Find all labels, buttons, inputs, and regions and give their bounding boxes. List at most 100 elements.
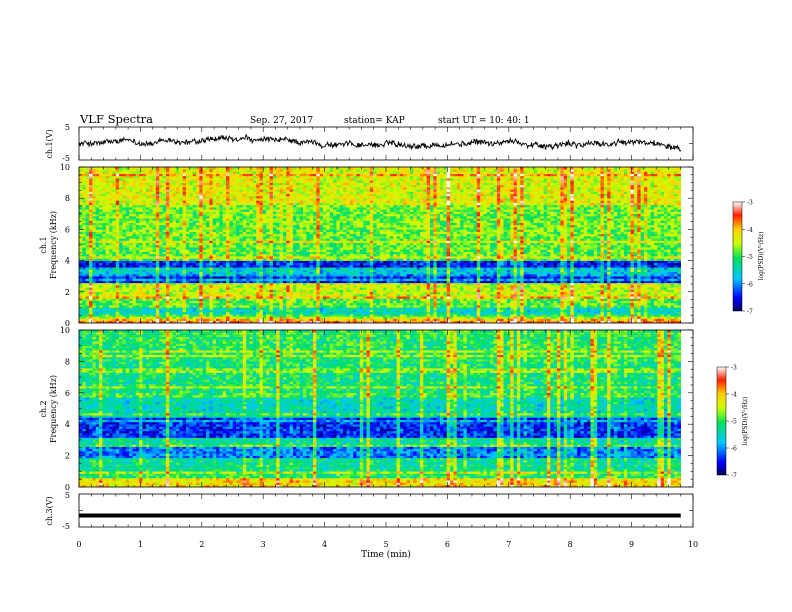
spectrogram-cell — [641, 307, 645, 309]
spectrogram-cell — [433, 314, 437, 316]
spectrogram-cell — [89, 303, 93, 305]
spectrogram-cell — [457, 294, 461, 296]
spectrogram-cell — [129, 276, 133, 278]
spectrogram-cell — [674, 281, 678, 283]
spectrogram-cell — [397, 316, 401, 318]
spectrogram-cell — [189, 305, 193, 307]
spectrogram-cell — [132, 290, 136, 292]
spectrogram-cell — [296, 278, 300, 280]
spectrogram-cell — [356, 310, 360, 312]
spectrogram-cell — [517, 312, 521, 314]
spectrogram-cell — [631, 287, 635, 289]
spectrogram-cell — [413, 303, 417, 305]
spectrogram-cell — [420, 287, 424, 289]
spectrogram-cell — [400, 298, 404, 300]
spectrogram-cell — [661, 292, 665, 294]
spectrogram-cell — [621, 307, 625, 309]
spectrogram-cell — [677, 265, 681, 267]
spectrogram-cell — [143, 281, 147, 283]
spectrogram-cell — [119, 285, 123, 287]
spectrogram-cell — [507, 285, 511, 287]
spectrogram-cell — [597, 274, 601, 276]
spectrogram-cell — [383, 285, 387, 287]
spectrogram-cell — [654, 312, 658, 314]
spectrogram-cell — [487, 298, 491, 300]
spectrogram-cell — [621, 305, 625, 307]
spectrogram-cell — [173, 307, 177, 309]
spectrogram-cell — [487, 267, 491, 269]
spectrogram-cell — [216, 278, 220, 280]
spectrogram-cell — [246, 303, 250, 305]
spectrogram-cell — [333, 272, 337, 274]
spectrogram-cell — [517, 298, 521, 300]
spectrogram-cell — [356, 276, 360, 278]
spectrogram-cell — [363, 263, 367, 265]
spectrogram-cell — [239, 310, 243, 312]
spectrogram-cell — [611, 276, 615, 278]
spectrogram-cell — [587, 298, 591, 300]
spectrogram-cell — [370, 292, 374, 294]
spectrogram-cell — [611, 272, 615, 274]
spectrogram-cell — [330, 274, 334, 276]
spectrogram-cell — [163, 301, 167, 303]
spectrogram-cell — [82, 274, 86, 276]
spectrogram-cell — [657, 285, 661, 287]
spectrogram-cell — [129, 298, 133, 300]
spectrogram-cell — [116, 319, 120, 321]
spectrogram-cell — [89, 281, 93, 283]
spectrogram-cell — [122, 310, 126, 312]
spectrogram-cell — [320, 278, 324, 280]
spectrogram-cell — [169, 305, 173, 307]
spectrogram-cell — [463, 298, 467, 300]
spectrogram-cell — [631, 307, 635, 309]
spectrogram-cell — [677, 272, 681, 274]
spectrogram-cell — [219, 312, 223, 314]
spectrogram-cell — [330, 283, 334, 285]
spectrogram-cell — [89, 283, 93, 285]
spectrogram-cell — [216, 276, 220, 278]
spectrogram-cell — [661, 270, 665, 272]
spectrogram-cell — [159, 301, 163, 303]
spectrogram-cell — [443, 287, 447, 289]
station-label: station= KAP — [344, 116, 405, 126]
spectrogram-cell — [677, 263, 681, 265]
spectrogram-cell — [520, 265, 524, 267]
spectrogram-cell — [316, 307, 320, 309]
spectrogram-cell — [263, 285, 267, 287]
spectrogram-cell — [587, 272, 591, 274]
spectrogram-cell — [457, 310, 461, 312]
spectrogram-cell — [534, 281, 538, 283]
spectrogram-cell — [343, 319, 347, 321]
spectrogram-cell — [634, 303, 638, 305]
spectrogram-cell — [316, 281, 320, 283]
spectrogram-cell — [433, 298, 437, 300]
spectrogram-cell — [340, 276, 344, 278]
spectrogram-cell — [310, 285, 314, 287]
spectrogram-cell — [450, 278, 454, 280]
spectrogram-cell — [467, 307, 471, 309]
spectrogram-cell — [671, 301, 675, 303]
spectrogram-cell — [143, 314, 147, 316]
spectrogram-cell — [473, 274, 477, 276]
spectrogram-cell — [213, 312, 217, 314]
spectrogram-cell — [99, 261, 103, 263]
spectrogram-cell — [249, 310, 253, 312]
spectrogram-cell — [413, 319, 417, 321]
spectrogram-cell — [494, 298, 498, 300]
spectrogram-cell — [313, 276, 317, 278]
spectrogram-cell — [413, 312, 417, 314]
spectrogram-cell — [631, 272, 635, 274]
spectrogram-cell — [550, 303, 554, 305]
spectrogram-cell — [343, 281, 347, 283]
spectrogram-cell — [507, 294, 511, 296]
spectrogram-cell — [360, 307, 364, 309]
spectrogram-cell — [423, 276, 427, 278]
spectrogram-cell — [109, 261, 113, 263]
spectrogram-cell — [400, 281, 404, 283]
spectrogram-cell — [517, 285, 521, 287]
spectrogram-cell — [206, 281, 210, 283]
spectrogram-cell — [209, 265, 213, 267]
spectrogram-cell — [203, 267, 207, 269]
spectrogram-cell — [223, 272, 227, 274]
spectrogram-cell — [440, 319, 444, 321]
